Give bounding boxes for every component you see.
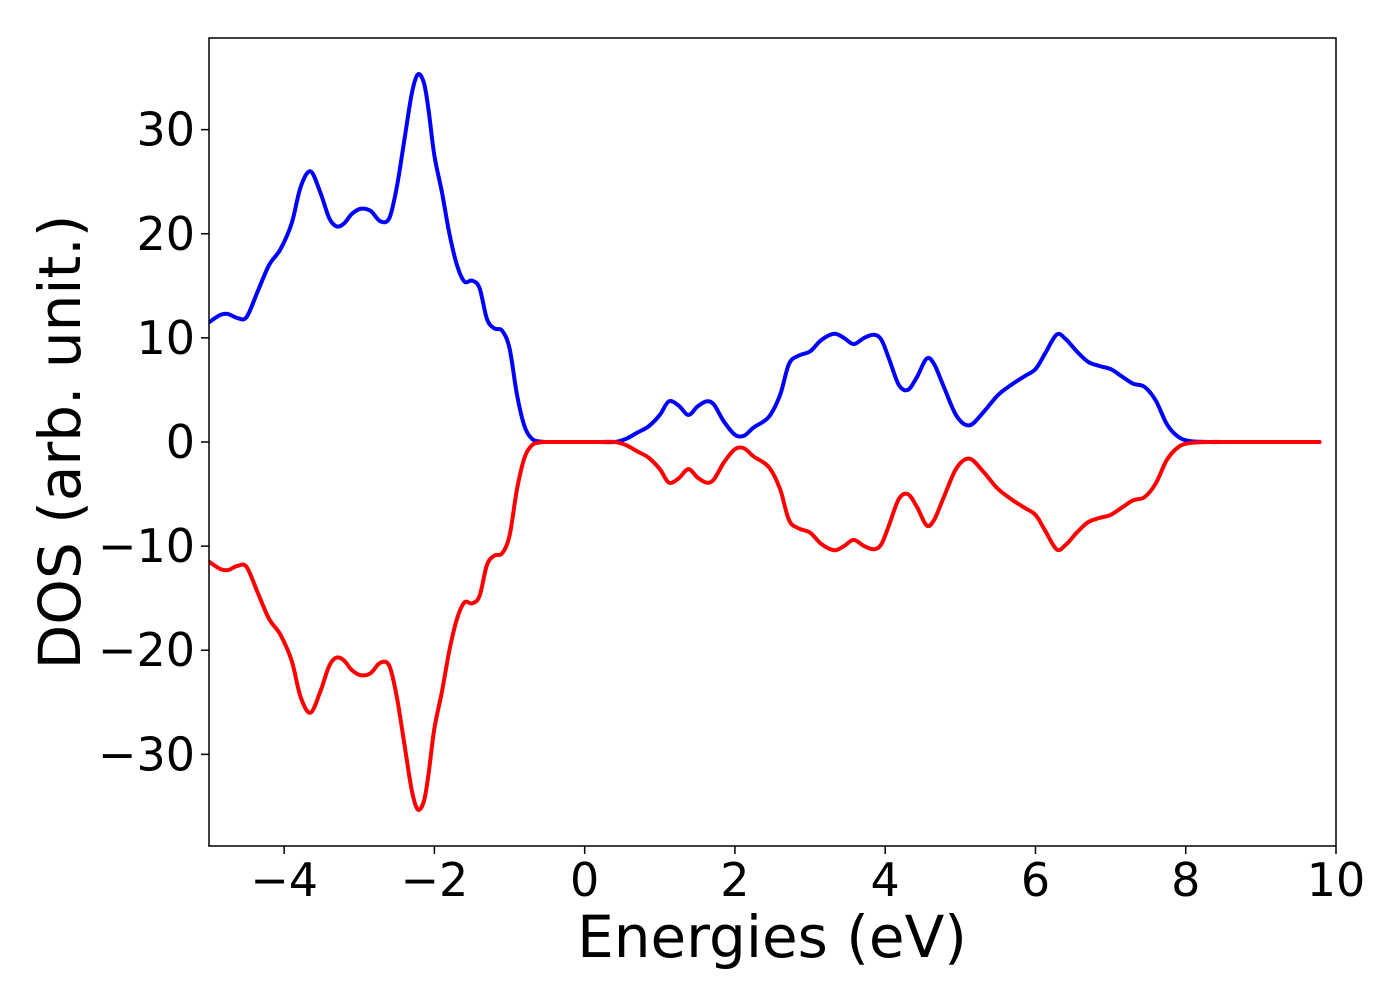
x-tick-label: 10 [1307, 853, 1366, 907]
x-tick-label: 0 [570, 853, 599, 907]
y-tick-label: 30 [136, 103, 195, 157]
y-tick-label: 20 [136, 207, 195, 261]
x-tick-label: 6 [1021, 853, 1050, 907]
x-tick-label: −2 [400, 853, 468, 907]
series-line-negative [209, 439, 1322, 812]
y-axis-label: DOS (arb. unit.) [26, 215, 94, 670]
x-tick-label: 4 [871, 853, 900, 907]
x-tick-label: −4 [250, 853, 318, 907]
x-axis-ticks: −4 −2 0 2 4 6 8 10 [250, 846, 1365, 907]
plot-frame [208, 37, 1337, 847]
y-tick-label: 10 [136, 311, 195, 365]
series-line-positive [209, 72, 1322, 445]
y-tick-label: −10 [98, 519, 195, 573]
y-tick-label: 0 [166, 415, 195, 469]
x-tick-label: 2 [720, 853, 749, 907]
x-tick-label: 8 [1171, 853, 1200, 907]
series-layer [209, 72, 1322, 812]
y-axis-ticks: 30 20 10 0 −10 −20 −30 [98, 103, 209, 781]
y-tick-label: −20 [98, 623, 195, 677]
x-axis-label: Energies (eV) [577, 903, 967, 971]
y-tick-label: −30 [98, 727, 195, 781]
